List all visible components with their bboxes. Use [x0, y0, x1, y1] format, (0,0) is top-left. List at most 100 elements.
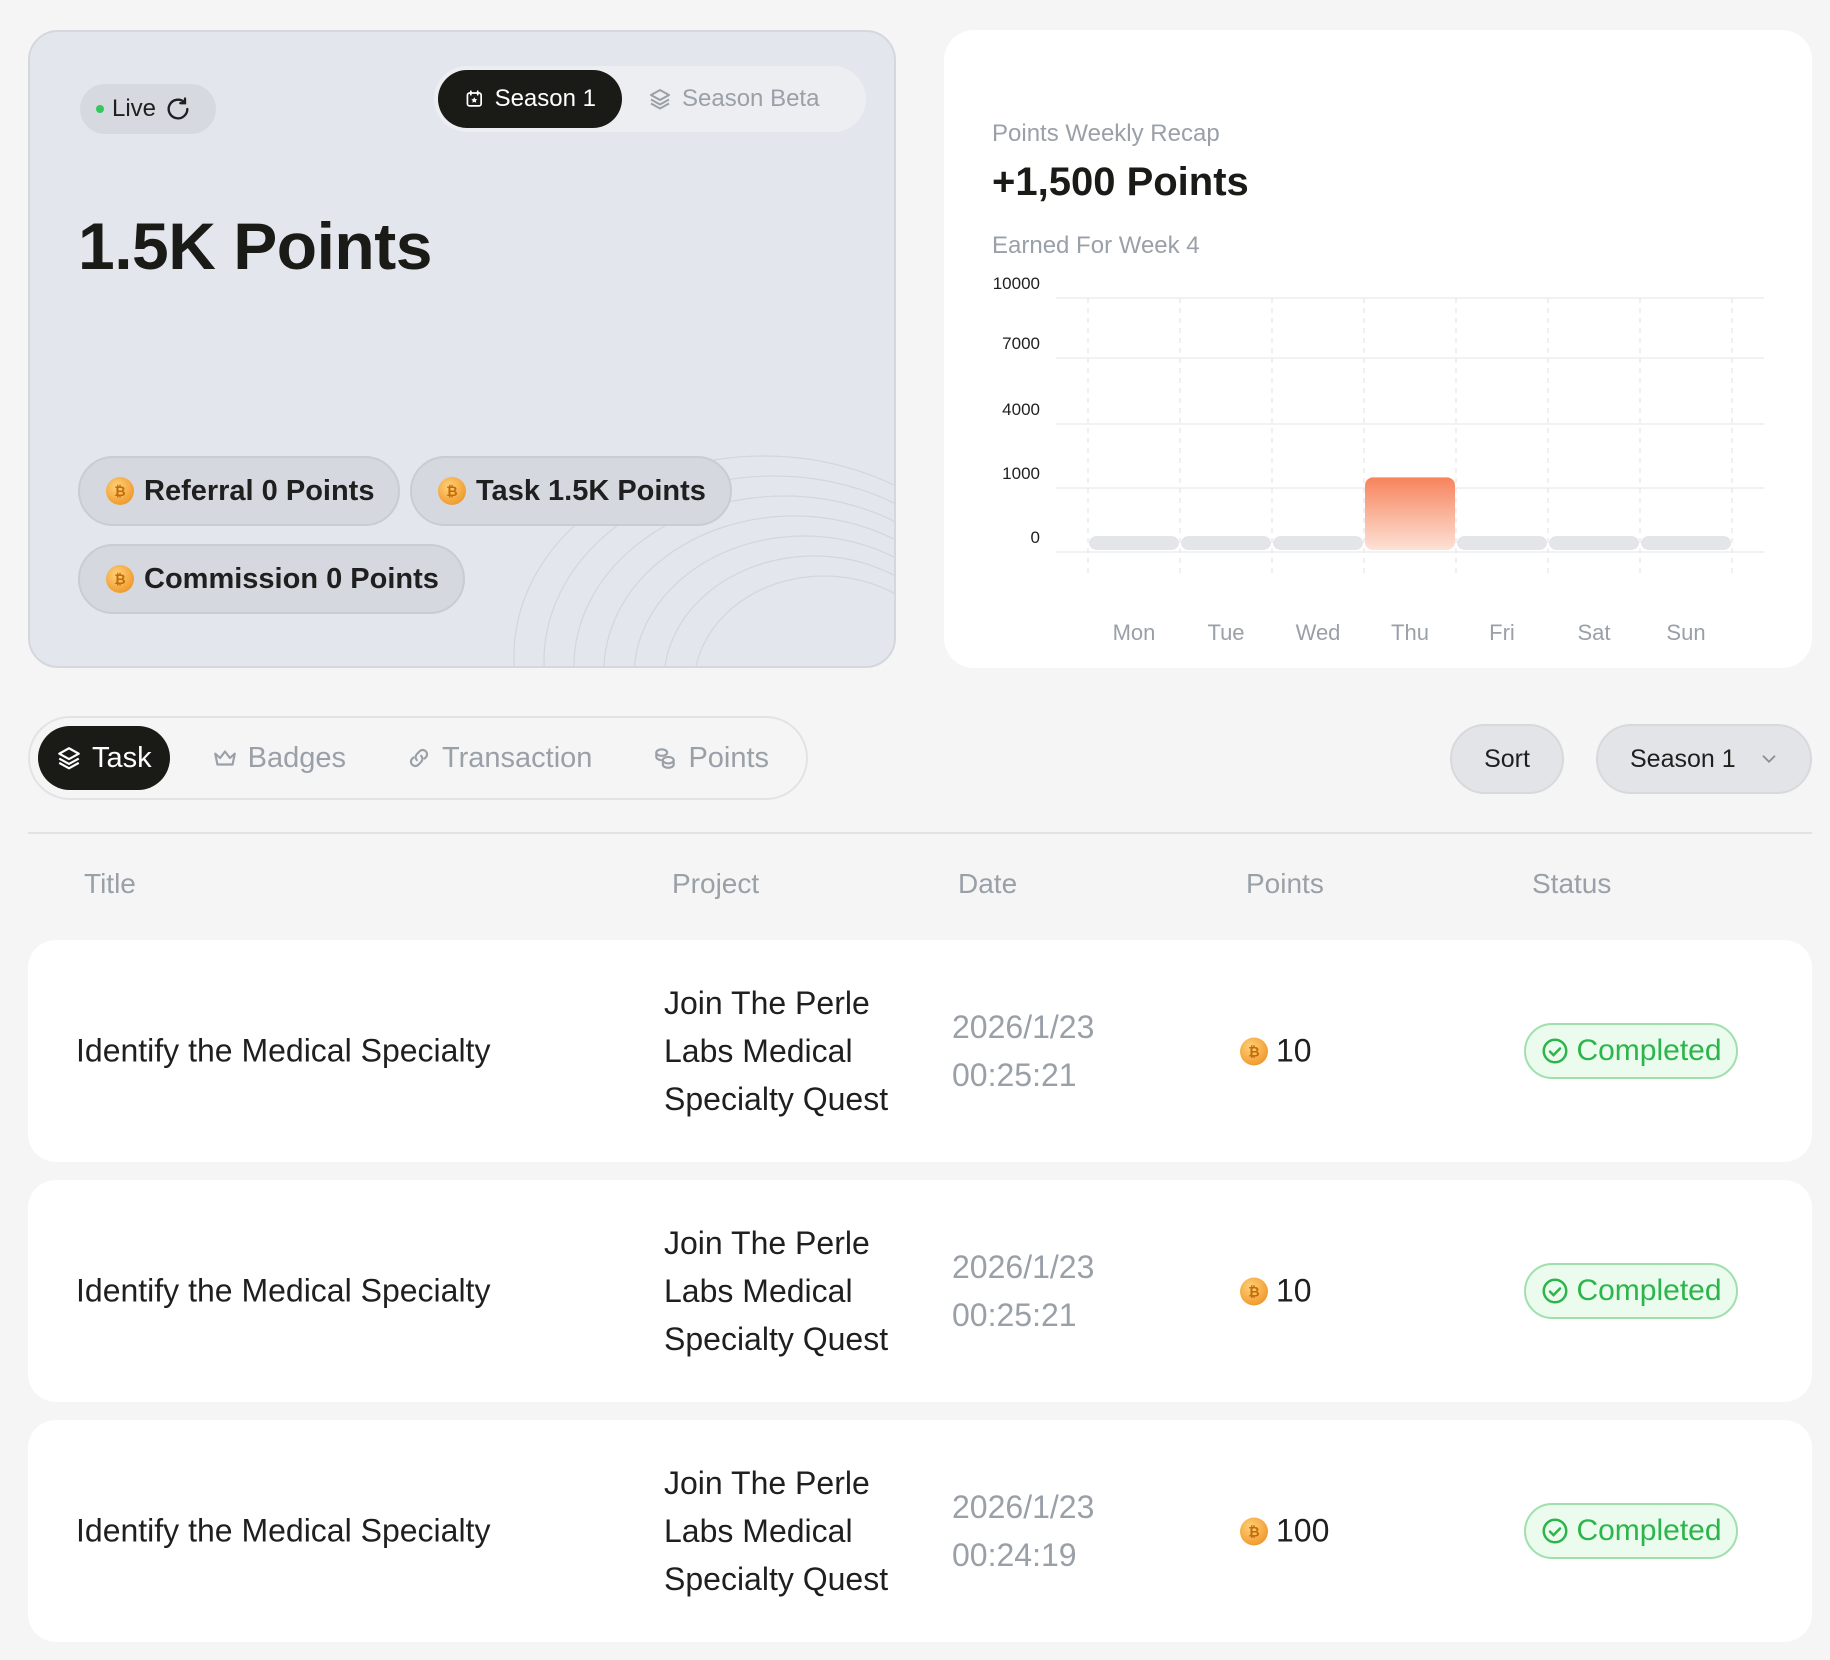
status-badge: Completed: [1524, 1503, 1738, 1559]
row-date-time: 00:25:21: [952, 1297, 1077, 1333]
coin-icon: ₿: [438, 477, 466, 505]
season-dropdown[interactable]: Season 1: [1596, 724, 1812, 794]
season-1-label: Season 1: [494, 85, 596, 112]
live-dot: [96, 105, 104, 113]
row-date-day: 2026/1/23: [952, 1489, 1095, 1525]
tab-transaction[interactable]: Transaction: [388, 726, 610, 790]
coin-icon: ₿: [106, 565, 134, 593]
y-tick-label: 0: [1031, 528, 1040, 547]
x-tick-label: Fri: [1489, 620, 1515, 645]
row-points: ₿ 100: [1240, 1513, 1329, 1550]
bar-sat: [1549, 536, 1639, 550]
link-icon: [409, 748, 429, 768]
row-points-value: 100: [1276, 1512, 1330, 1549]
check-circle-icon: [1542, 1518, 1568, 1544]
status-label: Completed: [1576, 1274, 1722, 1307]
bar-wed: [1273, 536, 1363, 550]
tab-transaction-label: Transaction: [442, 741, 593, 774]
x-tick-label: Tue: [1207, 620, 1244, 645]
crown-icon: [213, 750, 236, 766]
refresh-icon[interactable]: [164, 95, 192, 123]
recap-headline: +1,500 Points: [992, 160, 1249, 204]
points-summary-card: Live Season 1 Seas: [28, 30, 896, 668]
check-circle-icon: [1542, 1038, 1568, 1064]
bar-sun: [1641, 536, 1731, 550]
live-label: Live: [112, 95, 157, 122]
content-tabs: Task Badges Transaction Points: [28, 716, 808, 800]
sort-button[interactable]: Sort: [1450, 724, 1564, 794]
row-points: ₿ 10: [1240, 1033, 1312, 1070]
y-tick-label: 4000: [1002, 400, 1040, 419]
table-row[interactable]: Identify the Medical Specialty Join The …: [28, 1180, 1812, 1402]
section-divider: [28, 832, 1812, 834]
tab-task[interactable]: Task: [38, 726, 170, 790]
header-project: Project: [672, 868, 760, 899]
status-label: Completed: [1576, 1514, 1722, 1547]
decorative-wave-pattern: [513, 455, 894, 666]
x-tick-label: Mon: [1113, 620, 1156, 645]
commission-points-pill: ₿ Commission 0 Points: [78, 544, 465, 614]
total-points: 1.5K Points: [78, 209, 432, 283]
referral-points-label: Referral 0 Points: [144, 474, 375, 507]
status-badge: Completed: [1524, 1023, 1738, 1079]
commission-points-label: Commission 0 Points: [144, 562, 439, 595]
coin-icon: ₿: [1240, 1037, 1268, 1065]
header-title: Title: [84, 868, 136, 899]
y-tick-label: 7000: [1002, 334, 1040, 353]
row-points-value: 10: [1276, 1272, 1312, 1309]
bar-tue: [1181, 536, 1271, 550]
row-title: Identify the Medical Specialty: [76, 1032, 491, 1069]
referral-points-pill: ₿ Referral 0 Points: [78, 456, 401, 526]
status-label: Completed: [1576, 1034, 1722, 1067]
y-tick-label: 1000: [1002, 464, 1040, 483]
row-project: Join The Perle Labs Medical Specialty Qu…: [664, 1465, 889, 1597]
header-status: Status: [1532, 868, 1612, 899]
x-tick-label: Wed: [1296, 620, 1341, 645]
row-points-value: 10: [1276, 1032, 1312, 1069]
season-beta-tab[interactable]: Season Beta: [622, 70, 862, 128]
x-tick-label: Thu: [1391, 620, 1429, 645]
row-title: Identify the Medical Specialty: [76, 1272, 491, 1309]
row-points: ₿ 10: [1240, 1273, 1312, 1310]
row-project: Join The Perle Labs Medical Specialty Qu…: [664, 1225, 889, 1357]
season-switch: Season 1 Season Beta: [434, 66, 866, 132]
row-date-day: 2026/1/23: [952, 1009, 1095, 1045]
coin-icon: ₿: [106, 477, 134, 505]
coins-icon: [655, 748, 676, 769]
row-project: Join The Perle Labs Medical Specialty Qu…: [664, 985, 889, 1117]
tab-task-label: Task: [92, 741, 152, 774]
weekly-points-chart: 0 1000 4000 7000 10000 Mon Tue Wed Thu Fri Sat Sun: [993, 274, 1764, 645]
bar-fri: [1457, 536, 1547, 550]
season-beta-label: Season Beta: [682, 85, 820, 112]
calendar-star-icon: [466, 90, 483, 107]
row-date: 2026/1/23 00:24:19: [952, 1483, 1152, 1579]
recap-week-label: Earned For Week 4: [992, 232, 1200, 259]
row-date: 2026/1/23 00:25:21: [952, 1003, 1152, 1099]
table-row[interactable]: Identify the Medical Specialty Join The …: [28, 1420, 1812, 1642]
row-date-time: 00:25:21: [952, 1057, 1077, 1093]
row-date-day: 2026/1/23: [952, 1249, 1095, 1285]
layers-icon: [650, 89, 670, 110]
layers-icon: [58, 747, 80, 770]
task-points-label: Task 1.5K Points: [476, 474, 706, 507]
task-points-pill: ₿ Task 1.5K Points: [410, 456, 732, 526]
bar-thu: [1365, 477, 1455, 550]
coin-icon: ₿: [1240, 1277, 1268, 1305]
y-tick-label: 10000: [993, 274, 1040, 293]
row-date: 2026/1/23 00:25:21: [952, 1243, 1152, 1339]
x-tick-label: Sun: [1666, 620, 1705, 645]
tab-points[interactable]: Points: [634, 726, 787, 790]
season-dropdown-value: Season 1: [1630, 744, 1736, 773]
bar-mon: [1089, 536, 1179, 550]
coin-icon: ₿: [1240, 1517, 1268, 1545]
row-date-time: 00:24:19: [952, 1537, 1077, 1573]
live-indicator[interactable]: Live: [80, 84, 216, 134]
weekly-recap-card: Points Weekly Recap +1,500 Points Earned…: [944, 30, 1812, 668]
check-circle-icon: [1542, 1278, 1568, 1304]
header-date: Date: [958, 868, 1018, 899]
table-row[interactable]: Identify the Medical Specialty Join The …: [28, 940, 1812, 1162]
tab-badges[interactable]: Badges: [194, 726, 364, 790]
chevron-down-icon: [1762, 755, 1776, 764]
season-1-tab[interactable]: Season 1: [438, 70, 622, 128]
